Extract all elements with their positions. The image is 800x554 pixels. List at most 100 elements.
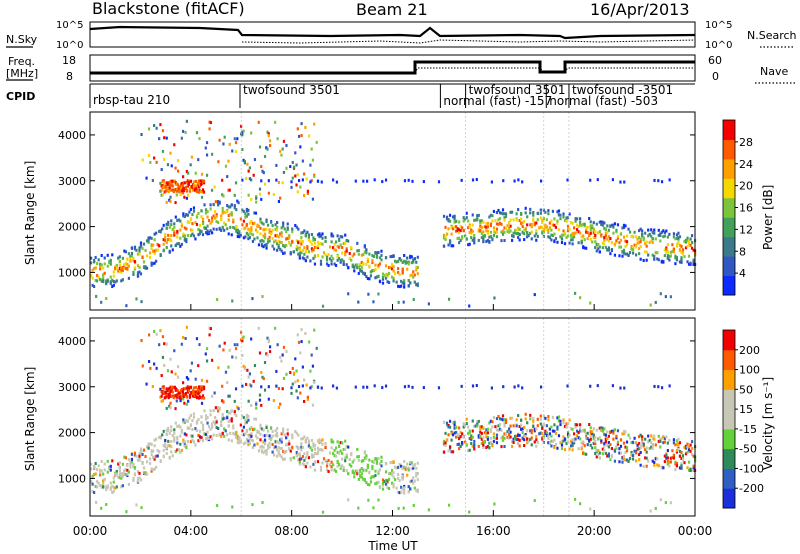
velocity-cell bbox=[553, 446, 556, 450]
power-cell bbox=[191, 222, 194, 226]
velocity-cell bbox=[159, 395, 162, 399]
velocity-cell bbox=[447, 449, 450, 453]
power-cell bbox=[577, 225, 580, 229]
power-cell bbox=[447, 297, 451, 301]
power-cell bbox=[520, 217, 523, 221]
power-cell bbox=[158, 229, 161, 233]
velocity-cell bbox=[366, 465, 369, 469]
velocity-cell bbox=[176, 435, 179, 439]
velocity-cell bbox=[675, 461, 679, 465]
power-cell bbox=[145, 239, 149, 243]
power-cell bbox=[520, 212, 523, 216]
velocity-cell bbox=[90, 467, 93, 471]
velocity-cell bbox=[351, 469, 354, 473]
velocity-cell bbox=[492, 435, 496, 439]
power-cell bbox=[648, 232, 651, 236]
power-cell bbox=[389, 255, 392, 259]
velocity-cell bbox=[138, 458, 141, 462]
power-cell bbox=[181, 184, 184, 188]
velocity-cell bbox=[397, 473, 400, 477]
velocity-cell bbox=[276, 448, 279, 452]
power-cell bbox=[568, 227, 571, 231]
velocity-cell bbox=[518, 433, 521, 437]
power-cell bbox=[647, 234, 650, 238]
power-cell bbox=[236, 231, 239, 235]
velocity-cell bbox=[365, 468, 368, 472]
power-cell bbox=[665, 247, 668, 251]
power-cell bbox=[147, 239, 150, 243]
power-cell bbox=[409, 254, 412, 258]
velocity-cell bbox=[227, 411, 230, 415]
power-cell bbox=[186, 213, 189, 217]
velocity-cell bbox=[133, 472, 137, 476]
velocity-cell bbox=[662, 466, 665, 470]
power-cell bbox=[251, 239, 255, 243]
power-cell bbox=[133, 247, 137, 251]
power-cell bbox=[256, 230, 259, 234]
velocity-cell bbox=[263, 438, 267, 442]
power-cell bbox=[168, 238, 171, 242]
velocity-cell bbox=[514, 437, 517, 441]
power-cell bbox=[562, 215, 565, 219]
power-cell bbox=[230, 203, 233, 207]
velocity-cell bbox=[279, 355, 282, 359]
power-cell bbox=[234, 141, 238, 145]
power-cell bbox=[666, 243, 669, 247]
velocity-cell bbox=[506, 430, 509, 434]
power-cell bbox=[360, 253, 363, 257]
power-cell bbox=[356, 241, 359, 245]
power-cell bbox=[127, 264, 131, 268]
power-cell bbox=[687, 240, 691, 244]
velocity-cell bbox=[235, 430, 238, 434]
power-cell bbox=[171, 228, 174, 232]
velocity-cell bbox=[585, 435, 588, 439]
velocity-cell bbox=[174, 372, 177, 376]
power-cell bbox=[176, 229, 179, 233]
power-cell bbox=[192, 184, 196, 188]
velocity-cell bbox=[378, 486, 382, 490]
velocity-cell bbox=[96, 480, 99, 484]
power-cell bbox=[585, 225, 588, 229]
velocity-cell bbox=[638, 435, 641, 439]
velocity-cell bbox=[307, 439, 310, 443]
power-cell bbox=[444, 235, 447, 239]
velocity-cell bbox=[489, 440, 493, 444]
velocity-cell bbox=[168, 404, 171, 408]
velocity-cell bbox=[332, 440, 335, 444]
power-cell bbox=[207, 219, 211, 223]
power-cell bbox=[690, 240, 694, 244]
velocity-cell bbox=[100, 469, 103, 473]
velocity-cell bbox=[523, 434, 526, 438]
power-cell bbox=[276, 248, 279, 252]
velocity-cell bbox=[544, 431, 547, 435]
power-cell bbox=[132, 270, 135, 274]
velocity-cell bbox=[403, 491, 406, 495]
power-cell bbox=[188, 220, 191, 224]
power-cell bbox=[663, 234, 666, 238]
power-cell bbox=[176, 231, 179, 235]
velocity-cell bbox=[513, 385, 516, 389]
power-cell bbox=[553, 232, 556, 236]
power-cell bbox=[277, 181, 281, 185]
power-cell bbox=[515, 228, 518, 232]
velocity-cell bbox=[403, 488, 406, 492]
velocity-cell bbox=[220, 420, 223, 424]
power-cell bbox=[416, 255, 419, 259]
velocity-cell bbox=[164, 444, 167, 448]
colorbar-frame bbox=[722, 329, 736, 509]
power-cell bbox=[680, 244, 683, 248]
power-cell bbox=[164, 182, 167, 186]
power-cell bbox=[579, 217, 582, 221]
velocity-cell bbox=[242, 442, 245, 446]
velocity-cell bbox=[461, 432, 464, 436]
velocity-cell bbox=[168, 392, 171, 396]
power-cell bbox=[301, 178, 304, 182]
power-cell bbox=[321, 304, 325, 308]
velocity-cell bbox=[177, 424, 180, 428]
velocity-cell bbox=[121, 484, 124, 488]
velocity-cell bbox=[320, 386, 323, 390]
power-cell bbox=[451, 244, 455, 248]
velocity-cell bbox=[118, 466, 121, 470]
velocity-cell bbox=[624, 430, 627, 434]
power-cell bbox=[242, 236, 245, 240]
